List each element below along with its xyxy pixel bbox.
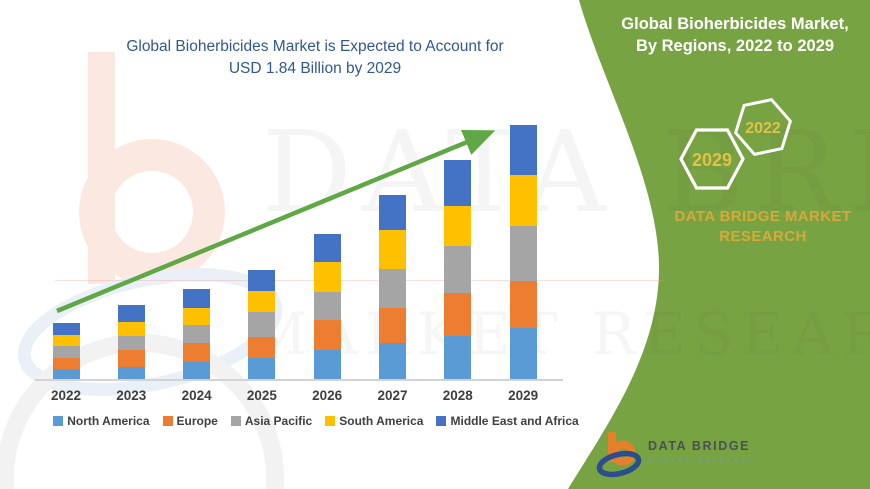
bar-segment-2024-north-america [183,362,211,379]
bar-segment-2026-south-america [313,262,341,292]
bar-segment-2022-europe [52,358,80,369]
footer-brand-name: DATA BRIDGE [648,439,758,456]
bar-segment-2023-middle-east-and-africa [117,305,145,322]
bar-segment-2029-middle-east-and-africa [509,125,537,175]
legend-item-asia-pacific: Asia Pacific [230,414,313,428]
hexagon-2022-icon [733,97,793,157]
bar-column-2027 [379,195,406,379]
bar-segment-2025-asia-pacific [248,312,276,337]
chart-legend: North America Europe Asia Pacific South Ame… [38,414,594,428]
bar-column-2029 [509,125,537,379]
bar-segment-2023-europe [117,350,145,367]
side-panel-title-line1: Global Bioherbicides Market, [621,15,849,33]
legend-item-south-america: South America [325,414,423,428]
bar-segment-2024-south-america [183,308,211,325]
bar-segment-2027-south-america [379,230,406,269]
bar-segment-2027-europe [379,308,406,343]
watermark-pink-line [55,280,665,281]
bar-column-2028 [444,160,472,379]
bar-segment-2028-south-america [444,206,472,246]
x-axis-label-2022: 2022 [50,388,82,403]
side-panel-brand-line1: DATA BRIDGE MARKET [674,208,852,225]
bar-segment-2023-north-america [117,367,145,379]
side-panel-title: Global Bioherbicides Market, By Regions,… [606,13,864,57]
footer-brand-subtext: MARKET RESEARCH [648,458,757,465]
bar-segment-2026-asia-pacific [313,292,341,320]
bar-segment-2025-north-america [248,358,276,379]
page-title-line2: USD 1.84 Billion by 2029 [228,60,402,77]
bar-segment-2024-middle-east-and-africa [183,289,211,308]
legend-label: Asia Pacific [244,414,313,428]
bar-segment-2027-middle-east-and-africa [379,195,406,230]
bar-segment-2028-north-america [444,336,472,379]
legend-label: Europe [176,414,218,428]
bar-column-2026 [313,234,341,379]
bar-segment-2024-europe [183,343,211,362]
bar-segment-2025-south-america [248,291,276,312]
legend-swatch-icon [53,416,64,426]
x-axis-label-2029: 2029 [508,388,539,403]
bar-segment-2026-north-america [313,350,341,379]
side-panel-brand-line2: RESEARCH [719,228,807,245]
legend-item-north-america: North America [53,414,150,428]
bar-segment-2029-asia-pacific [509,226,537,281]
bar-segment-2028-europe [444,293,472,336]
bar-segment-2029-south-america [509,175,537,226]
legend-item-europe: Europe [162,414,218,428]
x-axis-label-2026: 2026 [312,388,343,403]
bar-column-2023 [117,305,145,379]
bar-column-2022 [52,323,80,379]
bar-segment-2025-middle-east-and-africa [248,270,276,291]
x-axis-label-2027: 2027 [377,388,408,403]
legend-label: Middle East and Africa [450,414,579,428]
bar-segment-2022-asia-pacific [52,346,80,358]
legend-swatch-icon [436,416,447,426]
bar-segment-2022-north-america [52,369,80,379]
side-panel-shape [568,0,870,489]
x-axis-line [35,379,563,381]
bar-segment-2027-asia-pacific [379,269,406,308]
bar-segment-2023-south-america [117,322,145,336]
legend-swatch-icon [162,416,173,426]
bar-segment-2022-south-america [52,335,80,346]
bar-column-2025 [248,270,276,379]
bar-column-2024 [183,289,211,379]
side-panel-brand: DATA BRIDGE MARKET RESEARCH [643,207,870,247]
x-axis-label-2025: 2025 [246,388,277,403]
legend-swatch-icon [325,416,336,426]
bar-segment-2026-middle-east-and-africa [313,234,341,262]
bar-segment-2028-asia-pacific [444,246,472,293]
hexagon-2029-icon [679,128,745,190]
footer-brand: DATA BRIDGE MARKET RESEARCH [648,439,758,465]
page-title-line1: Global Bioherbicides Market is Expected … [126,38,504,55]
x-axis-label-2028: 2028 [442,388,473,403]
bar-segment-2029-north-america [509,328,537,379]
bar-segment-2026-europe [313,320,341,350]
bar-segment-2023-asia-pacific [117,336,145,350]
x-axis-label-2023: 2023 [116,388,147,403]
bar-segment-2027-north-america [379,343,406,379]
legend-swatch-icon [230,416,241,426]
side-panel-title-line2: By Regions, 2022 to 2029 [635,37,835,55]
watermark-b-bowl [79,139,225,285]
bar-segment-2028-middle-east-and-africa [444,160,472,206]
bar-segment-2024-asia-pacific [183,325,211,343]
bar-segment-2025-europe [248,337,276,358]
legend-label: North America [67,414,150,428]
page-title: Global Bioherbicides Market is Expected … [85,36,545,80]
legend-item-middle-east-and-africa: Middle East and Africa [436,414,579,428]
legend-label: South America [339,414,424,428]
bar-segment-2022-middle-east-and-africa [52,323,80,335]
x-axis-label-2024: 2024 [181,388,212,403]
hexagon-2022-label: 2022 [745,120,781,137]
hexagon-2029-label: 2029 [692,150,732,170]
bar-segment-2029-europe [509,281,537,328]
